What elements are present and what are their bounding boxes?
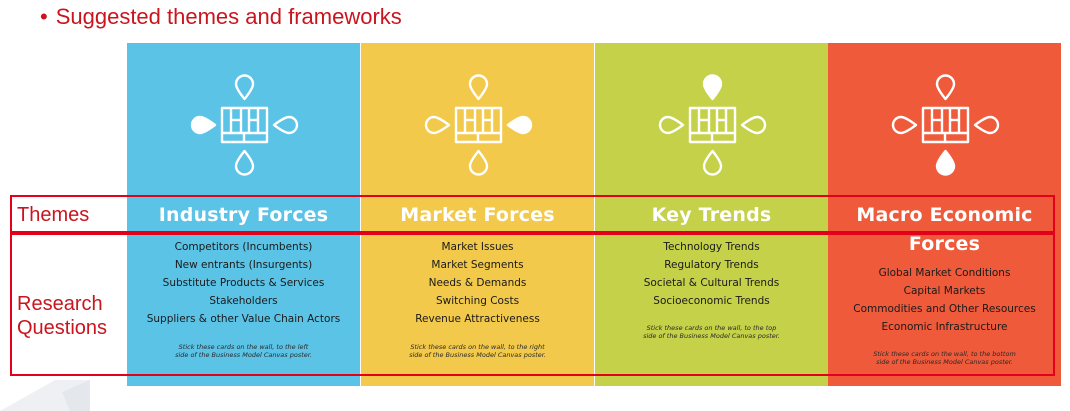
petal-right-icon xyxy=(506,115,533,135)
research-question-item: Global Market Conditions xyxy=(878,267,1011,279)
petal-left-icon xyxy=(658,115,685,135)
petal-bottom-icon xyxy=(935,149,956,176)
petal-left-icon xyxy=(891,115,918,135)
research-question-item: Societal & Cultural Trends xyxy=(643,277,780,289)
slide-heading: • Suggested themes and frameworks xyxy=(40,4,402,30)
research-question-item: Stakeholders xyxy=(209,295,278,307)
petal-top-icon xyxy=(468,74,489,101)
slide-heading-text: Suggested themes and frameworks xyxy=(55,4,402,29)
research-question-item: Market Segments xyxy=(431,259,524,271)
research-question-item: Substitute Products & Services xyxy=(162,277,325,289)
placement-note: Stick these cards on the wall, to the bo… xyxy=(828,350,1061,366)
business-model-canvas-icon xyxy=(424,74,533,176)
placement-note-line: side of the Business Model Canvas poster… xyxy=(643,332,780,340)
petal-top-icon xyxy=(702,74,723,101)
research-question-item: Needs & Demands xyxy=(428,277,527,289)
petal-left-icon xyxy=(190,115,217,135)
research-question-item: Suppliers & other Value Chain Actors xyxy=(146,313,341,325)
placement-note-line: side of the Business Model Canvas poster… xyxy=(175,351,312,359)
petal-left-icon xyxy=(424,115,451,135)
bullet-marker: • xyxy=(40,4,48,29)
research-questions-list: Global Market Conditions Capital Markets… xyxy=(828,264,1061,336)
business-model-canvas-icon xyxy=(891,74,1000,176)
theme-title: Macro Economic Forces xyxy=(828,201,1061,259)
research-question-item: Switching Costs xyxy=(435,295,520,307)
petal-bottom-icon xyxy=(702,149,723,176)
decorative-chevron-shape xyxy=(0,380,90,411)
themes-row-label: Themes xyxy=(17,204,90,226)
research-question-item: Socioeconomic Trends xyxy=(653,295,770,307)
petal-top-icon xyxy=(935,74,956,101)
placement-note-line: side of the Business Model Canvas poster… xyxy=(876,358,1013,366)
research-question-item: Market Issues xyxy=(441,241,514,253)
panel-industry-forces: Industry Forces Competitors (Incumbents)… xyxy=(127,43,360,386)
research-questions-row-label: Research xyxy=(17,293,103,315)
placement-note: Stick these cards on the wall, to the le… xyxy=(127,343,360,359)
panel-macro-economic-forces: Macro Economic Forces Global Market Cond… xyxy=(828,43,1061,386)
research-question-item: Competitors (Incumbents) xyxy=(174,241,313,253)
panel-key-trends: Key Trends Technology Trends Regulatory … xyxy=(595,43,828,386)
panel-market-forces: Market Forces Market Issues Market Segme… xyxy=(361,43,594,386)
petal-right-icon xyxy=(973,115,1000,135)
research-questions-row-label-line2: Questions xyxy=(17,317,108,339)
theme-title: Market Forces xyxy=(400,204,555,226)
research-question-item: New entrants (Insurgents) xyxy=(174,259,313,271)
research-question-item: Economic Infrastructure xyxy=(881,321,1008,333)
themes-highlight-frame xyxy=(10,195,1055,233)
petal-right-icon xyxy=(740,115,767,135)
research-questions-list: Competitors (Incumbents) New entrants (I… xyxy=(127,238,360,328)
research-questions-highlight-frame xyxy=(10,233,1055,376)
placement-note-line: Stick these cards on the wall, to the bo… xyxy=(873,350,1016,358)
placement-note: Stick these cards on the wall, to the ri… xyxy=(361,343,594,359)
research-question-item: Technology Trends xyxy=(663,241,760,253)
business-model-canvas-icon xyxy=(658,74,767,176)
placement-note-line: Stick these cards on the wall, to the to… xyxy=(646,324,777,332)
placement-note-line: Stick these cards on the wall, to the le… xyxy=(178,343,309,351)
petal-bottom-icon xyxy=(234,149,255,176)
research-questions-list: Technology Trends Regulatory Trends Soci… xyxy=(595,238,828,310)
petal-bottom-icon xyxy=(468,149,489,176)
research-question-item: Capital Markets xyxy=(903,285,986,297)
placement-note-line: Stick these cards on the wall, to the ri… xyxy=(410,343,545,351)
placement-note-line: side of the Business Model Canvas poster… xyxy=(409,351,546,359)
research-question-item: Commodities and Other Resources xyxy=(853,303,1036,315)
petal-top-icon xyxy=(234,74,255,101)
theme-title: Key Trends xyxy=(651,204,772,226)
theme-title-line: Macro Economic xyxy=(856,204,1033,226)
research-question-item: Regulatory Trends xyxy=(664,259,759,271)
theme-title-line: Forces xyxy=(908,233,981,255)
research-questions-list: Market Issues Market Segments Needs & De… xyxy=(361,238,594,328)
placement-note: Stick these cards on the wall, to the to… xyxy=(595,324,828,340)
theme-title: Industry Forces xyxy=(158,204,329,226)
petal-right-icon xyxy=(272,115,299,135)
business-model-canvas-icon xyxy=(190,74,299,176)
research-question-item: Revenue Attractiveness xyxy=(415,313,540,325)
